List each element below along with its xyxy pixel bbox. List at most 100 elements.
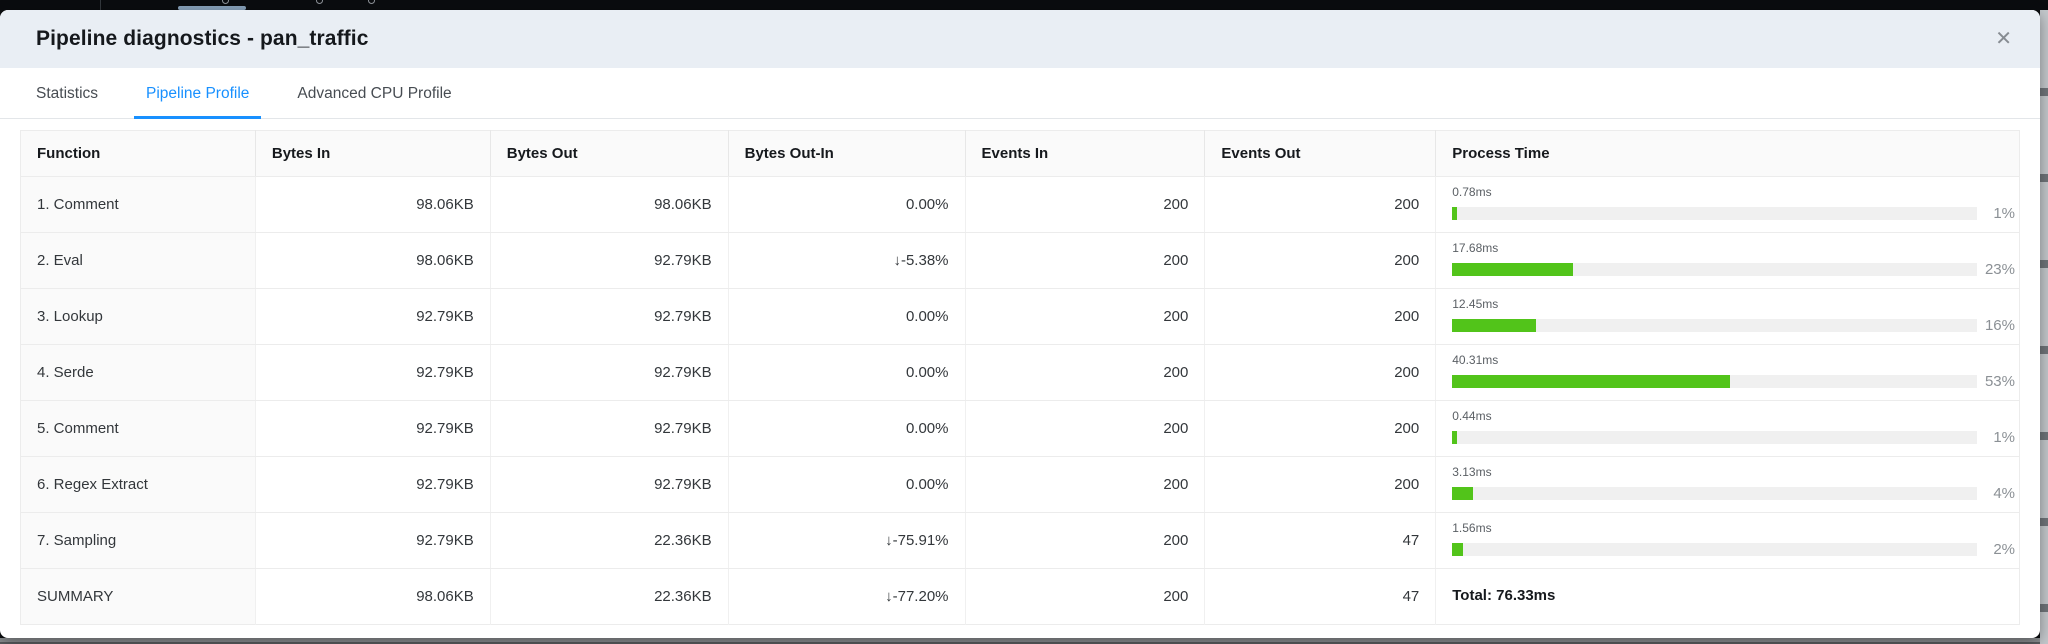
process-time-total: Total: 76.33ms <box>1452 587 1556 604</box>
function-cell: 3. Lookup <box>20 288 256 345</box>
function-cell: 2. Eval <box>20 232 256 289</box>
bytes-out-cell: 92.79KB <box>490 400 729 457</box>
process-time-cell: 40.31ms 53% <box>1435 344 2020 401</box>
process-time-cell: 0.44ms 1% <box>1435 400 2020 457</box>
bytes-out-in-cell: ↓-77.20% <box>728 568 966 625</box>
process-time-bar: 1% <box>1452 205 2019 222</box>
topbar-divider <box>100 0 101 10</box>
table-row: 3. Lookup 92.79KB 92.79KB 0.00% 200 200 … <box>20 288 2020 345</box>
col-header-function: Function <box>20 130 256 177</box>
bytes-in-cell: 98.06KB <box>255 176 491 233</box>
events-out-cell: 47 <box>1204 512 1437 569</box>
topbar-active-highlight <box>178 6 246 10</box>
close-button[interactable]: ✕ <box>1987 23 2020 55</box>
process-time-ms-label: 40.31ms <box>1452 353 1499 367</box>
events-out-cell: 200 <box>1204 344 1437 401</box>
tab-pipeline-profile[interactable]: Pipeline Profile <box>134 85 262 119</box>
progress-fill <box>1452 431 1458 444</box>
process-time-percent: 1% <box>1993 205 2015 222</box>
bytes-out-cell: 98.06KB <box>490 176 729 233</box>
col-header-process-time: Process Time <box>1435 130 2020 177</box>
events-in-cell: 200 <box>965 512 1206 569</box>
process-time-bar: 16% <box>1452 317 2019 334</box>
table-row: 1. Comment 98.06KB 98.06KB 0.00% 200 200… <box>20 176 2020 233</box>
table-row: 2. Eval 98.06KB 92.79KB ↓-5.38% 200 200 … <box>20 232 2020 289</box>
topbar-glyph-fragment <box>368 0 375 4</box>
progress-track <box>1452 263 1977 276</box>
bytes-out-in-cell: ↓-75.91% <box>728 512 966 569</box>
bytes-out-in-cell: 0.00% <box>728 456 966 513</box>
events-out-cell: 200 <box>1204 176 1437 233</box>
table-row: 7. Sampling 92.79KB 22.36KB ↓-75.91% 200… <box>20 512 2020 569</box>
process-time-bar: 1% <box>1452 429 2019 446</box>
process-time-ms-label: 12.45ms <box>1452 297 1499 311</box>
modal-header: Pipeline diagnostics - pan_traffic ✕ <box>0 10 2040 68</box>
bytes-out-in-cell: ↓-5.38% <box>728 232 966 289</box>
process-time-cell: 0.78ms 1% <box>1435 176 2020 233</box>
progress-track <box>1452 543 1977 556</box>
process-time-ms-label: 0.78ms <box>1452 185 1492 199</box>
process-time-percent: 1% <box>1993 429 2015 446</box>
progress-fill <box>1452 375 1731 388</box>
process-time-ms-label: 1.56ms <box>1452 521 1492 535</box>
process-time-bar: 53% <box>1452 373 2019 390</box>
bytes-out-in-cell: 0.00% <box>728 400 966 457</box>
table-row: 6. Regex Extract 92.79KB 92.79KB 0.00% 2… <box>20 456 2020 513</box>
progress-fill <box>1452 319 1537 332</box>
events-out-cell: 200 <box>1204 232 1437 289</box>
events-in-cell: 200 <box>965 456 1206 513</box>
events-out-cell: 200 <box>1204 288 1437 345</box>
events-in-cell: 200 <box>965 568 1206 625</box>
function-cell: 5. Comment <box>20 400 256 457</box>
bytes-in-cell: 92.79KB <box>255 288 491 345</box>
background-scrollbar <box>2040 10 2048 644</box>
background-app-topbar <box>0 0 2048 10</box>
progress-track <box>1452 207 1977 220</box>
events-in-cell: 200 <box>965 288 1206 345</box>
topbar-glyph-fragment <box>316 0 323 4</box>
modal-title: Pipeline diagnostics - pan_traffic <box>36 27 369 50</box>
pipeline-diagnostics-modal: Pipeline diagnostics - pan_traffic ✕ Sta… <box>0 10 2040 638</box>
tab-advanced-cpu-profile[interactable]: Advanced CPU Profile <box>297 85 452 102</box>
tab-statistics[interactable]: Statistics <box>36 85 99 102</box>
process-time-bar: 4% <box>1452 485 2019 502</box>
process-time-percent: 23% <box>1984 261 2015 278</box>
bytes-in-cell: 92.79KB <box>255 456 491 513</box>
function-cell: SUMMARY <box>20 568 256 625</box>
bytes-out-cell: 92.79KB <box>490 456 729 513</box>
progress-fill <box>1452 207 1458 220</box>
process-time-percent: 2% <box>1993 541 2015 558</box>
table-row: 5. Comment 92.79KB 92.79KB 0.00% 200 200… <box>20 400 2020 457</box>
process-time-percent: 16% <box>1984 317 2015 334</box>
progress-fill <box>1452 543 1463 556</box>
events-in-cell: 200 <box>965 176 1206 233</box>
bytes-out-cell: 92.79KB <box>490 344 729 401</box>
progress-track <box>1452 431 1977 444</box>
progress-fill <box>1452 263 1573 276</box>
bytes-in-cell: 92.79KB <box>255 512 491 569</box>
bytes-in-cell: 98.06KB <box>255 568 491 625</box>
progress-track <box>1452 375 1977 388</box>
events-in-cell: 200 <box>965 232 1206 289</box>
col-header-events-in: Events In <box>965 130 1206 177</box>
progress-track <box>1452 487 1977 500</box>
tab-bar: Statistics Pipeline Profile Advanced CPU… <box>0 68 2040 119</box>
bytes-in-cell: 98.06KB <box>255 232 491 289</box>
function-cell: 4. Serde <box>20 344 256 401</box>
col-header-bytes-out: Bytes Out <box>490 130 729 177</box>
table-row: 4. Serde 92.79KB 92.79KB 0.00% 200 200 4… <box>20 344 2020 401</box>
progress-fill <box>1452 487 1474 500</box>
process-time-bar: 2% <box>1452 541 2019 558</box>
bytes-out-cell: 22.36KB <box>490 512 729 569</box>
events-out-cell: 200 <box>1204 400 1437 457</box>
col-header-bytes-out-in: Bytes Out-In <box>728 130 966 177</box>
bytes-out-cell: 22.36KB <box>490 568 729 625</box>
bytes-out-in-cell: 0.00% <box>728 176 966 233</box>
bytes-out-in-cell: 0.00% <box>728 344 966 401</box>
events-in-cell: 200 <box>965 400 1206 457</box>
process-time-ms-label: 17.68ms <box>1452 241 1499 255</box>
function-cell: 1. Comment <box>20 176 256 233</box>
process-time-cell: 17.68ms 23% <box>1435 232 2020 289</box>
background-page-edge <box>0 638 2040 644</box>
